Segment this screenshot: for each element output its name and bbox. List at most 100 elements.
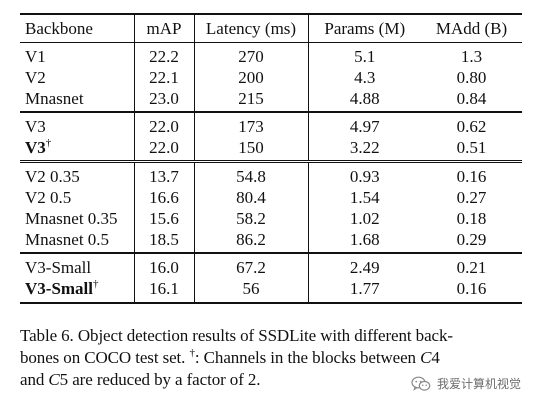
cell-backbone: V3-Small bbox=[20, 252, 134, 278]
cell-map: 16.6 bbox=[133, 187, 194, 208]
wechat-icon bbox=[411, 376, 431, 392]
cell-backbone: Mnasnet bbox=[20, 88, 134, 112]
cell-madd: 0.80 bbox=[456, 68, 487, 87]
results-table-container: Backbone mAP Latency (ms) Params (M) MAd… bbox=[20, 13, 522, 304]
cell-params: 0.93 bbox=[307, 160, 421, 187]
backbone-name: V2 bbox=[25, 68, 46, 87]
cell-latency: 58.2 bbox=[193, 208, 308, 229]
cell-madd: 0.62 bbox=[421, 111, 522, 137]
header-params: Params (M) bbox=[307, 13, 421, 43]
cell-madd: 0.21 bbox=[421, 252, 522, 278]
table-row: V3† 22.0 150 3.22 0.51 bbox=[20, 137, 522, 162]
backbone-name: Mnasnet bbox=[25, 89, 84, 108]
cell-params: 1.77 bbox=[307, 278, 421, 304]
cell-backbone: V3† bbox=[20, 137, 134, 162]
cell-latency: 215 bbox=[193, 88, 308, 112]
backbone-name: Mnasnet 0.35 bbox=[25, 209, 118, 228]
cell-latency: 56 bbox=[193, 278, 308, 304]
cell-map: 16.0 bbox=[133, 252, 194, 278]
cell-params: 5.1 bbox=[307, 42, 421, 67]
backbone-name: V1 bbox=[25, 47, 46, 66]
header-madd: MAdd (B) bbox=[421, 13, 522, 43]
dagger-mark: † bbox=[45, 137, 52, 149]
cell-params: 3.22 bbox=[307, 137, 421, 162]
table-row: V2 22.1 200 4.3 0.80 bbox=[20, 67, 522, 88]
cell-params: 1.68 bbox=[307, 229, 421, 253]
cell-madd: 0.29 bbox=[456, 230, 487, 249]
table-row: V1 22.2 270 5.1 1.3 bbox=[20, 42, 522, 68]
cell-params: 2.49 bbox=[307, 252, 421, 278]
backbone-name: V3 bbox=[25, 117, 46, 136]
header-latency: Latency (ms) bbox=[193, 13, 308, 43]
cell-latency: 200 bbox=[193, 67, 308, 88]
caption-math-c4-num: 4 bbox=[431, 348, 440, 367]
backbone-name: V3-Small bbox=[25, 279, 93, 298]
table-row: V2 0.5 16.6 80.4 1.54 0.27 bbox=[20, 187, 522, 208]
cell-map: 13.7 bbox=[133, 160, 194, 187]
cell-backbone: V3-Small† bbox=[20, 278, 134, 304]
header-backbone: Backbone bbox=[20, 13, 134, 43]
caption-line-3-pre: and bbox=[20, 370, 45, 389]
cell-map: 16.1 bbox=[133, 278, 194, 304]
cell-madd: 0.16 bbox=[421, 160, 522, 187]
cell-backbone: V2 0.5 bbox=[20, 187, 134, 208]
dagger-mark: † bbox=[93, 278, 99, 290]
cell-latency: 150 bbox=[193, 137, 308, 162]
cell-params: 4.97 bbox=[307, 111, 421, 137]
cell-params: 1.54 bbox=[307, 187, 421, 208]
cell-map: 22.2 bbox=[133, 42, 194, 67]
table-row: V2 0.35 13.7 54.8 0.93 0.16 bbox=[20, 160, 522, 187]
cell-latency: 80.4 bbox=[193, 187, 308, 208]
cell-map: 15.6 bbox=[133, 208, 194, 229]
results-table: Backbone mAP Latency (ms) Params (M) MAd… bbox=[20, 13, 522, 304]
table-group-3: V2 0.35 13.7 54.8 0.93 0.16 V2 0.5 16.6 80.4 1.5… bbox=[20, 160, 522, 253]
cell-backbone: V1 bbox=[20, 43, 134, 68]
cell-map: 22.0 bbox=[133, 137, 194, 162]
cell-madd: 0.51 bbox=[456, 138, 487, 157]
cell-backbone: V2 bbox=[20, 67, 134, 88]
header-map: mAP bbox=[133, 13, 194, 43]
caption-line-2-post: : Channels in the blocks between bbox=[194, 348, 416, 367]
watermark-text: 我爱计算机视觉 bbox=[436, 377, 521, 391]
table-caption: Table 6. Object detection results of SSD… bbox=[20, 325, 530, 391]
cell-map: 23.0 bbox=[133, 88, 194, 112]
caption-line-2-pre: bones on COCO test set. bbox=[20, 348, 186, 367]
cell-latency: 67.2 bbox=[193, 252, 308, 278]
table-row: V3 22.0 173 4.97 0.62 bbox=[20, 111, 522, 137]
table-header-row: Backbone mAP Latency (ms) Params (M) MAd… bbox=[20, 13, 522, 43]
caption-math-c5-num: 5 bbox=[59, 370, 69, 389]
backbone-name: V3-Small bbox=[25, 258, 92, 277]
table-group-4: V3-Small 16.0 67.2 2.49 0.21 V3-Small† 16.1 56 1… bbox=[20, 252, 522, 304]
cell-latency: 54.8 bbox=[193, 160, 308, 187]
table-group-2: V3 22.0 173 4.97 0.62 V3† 22.0 150 3.22 0.51 bbox=[20, 111, 522, 162]
table-row: Mnasnet 23.0 215 4.88 0.84 bbox=[20, 88, 522, 112]
cell-map: 22.1 bbox=[133, 67, 194, 88]
cell-params: 4.3 bbox=[307, 67, 421, 88]
cell-backbone: V3 bbox=[20, 111, 134, 137]
backbone-name: V2 0.5 bbox=[25, 188, 72, 207]
cell-backbone: Mnasnet 0.35 bbox=[20, 208, 134, 229]
cell-madd: 0.18 bbox=[456, 209, 487, 228]
cell-madd: 1.3 bbox=[460, 47, 483, 66]
cell-map: 18.5 bbox=[133, 229, 194, 253]
cell-latency: 270 bbox=[193, 42, 308, 67]
cell-params: 4.88 bbox=[307, 88, 421, 112]
backbone-name: V2 0.35 bbox=[25, 167, 80, 186]
cell-backbone: V2 0.35 bbox=[20, 160, 134, 187]
cell-madd: 0.84 bbox=[456, 89, 487, 108]
cell-backbone: Mnasnet 0.5 bbox=[20, 229, 134, 253]
cell-params: 1.02 bbox=[307, 208, 421, 229]
caption-line-1: Table 6. Object detection results of SSD… bbox=[20, 326, 453, 345]
caption-math-c4-var: C bbox=[420, 348, 432, 367]
cell-latency: 173 bbox=[193, 111, 308, 137]
table-group-1: V1 22.2 270 5.1 1.3 V2 22.1 200 4.3 0.80 Mnasnet 23… bbox=[20, 42, 522, 112]
cell-latency: 86.2 bbox=[193, 229, 308, 253]
watermark: 我爱计算机视觉 bbox=[411, 375, 521, 392]
cell-map: 22.0 bbox=[133, 111, 194, 137]
table-row: Mnasnet 0.35 15.6 58.2 1.02 0.18 bbox=[20, 208, 522, 229]
cell-madd: 0.27 bbox=[456, 188, 487, 207]
cell-madd: 0.16 bbox=[421, 278, 522, 304]
backbone-name: Mnasnet 0.5 bbox=[25, 230, 110, 249]
caption-dagger: † bbox=[189, 347, 196, 359]
backbone-name: V3 bbox=[25, 138, 46, 157]
